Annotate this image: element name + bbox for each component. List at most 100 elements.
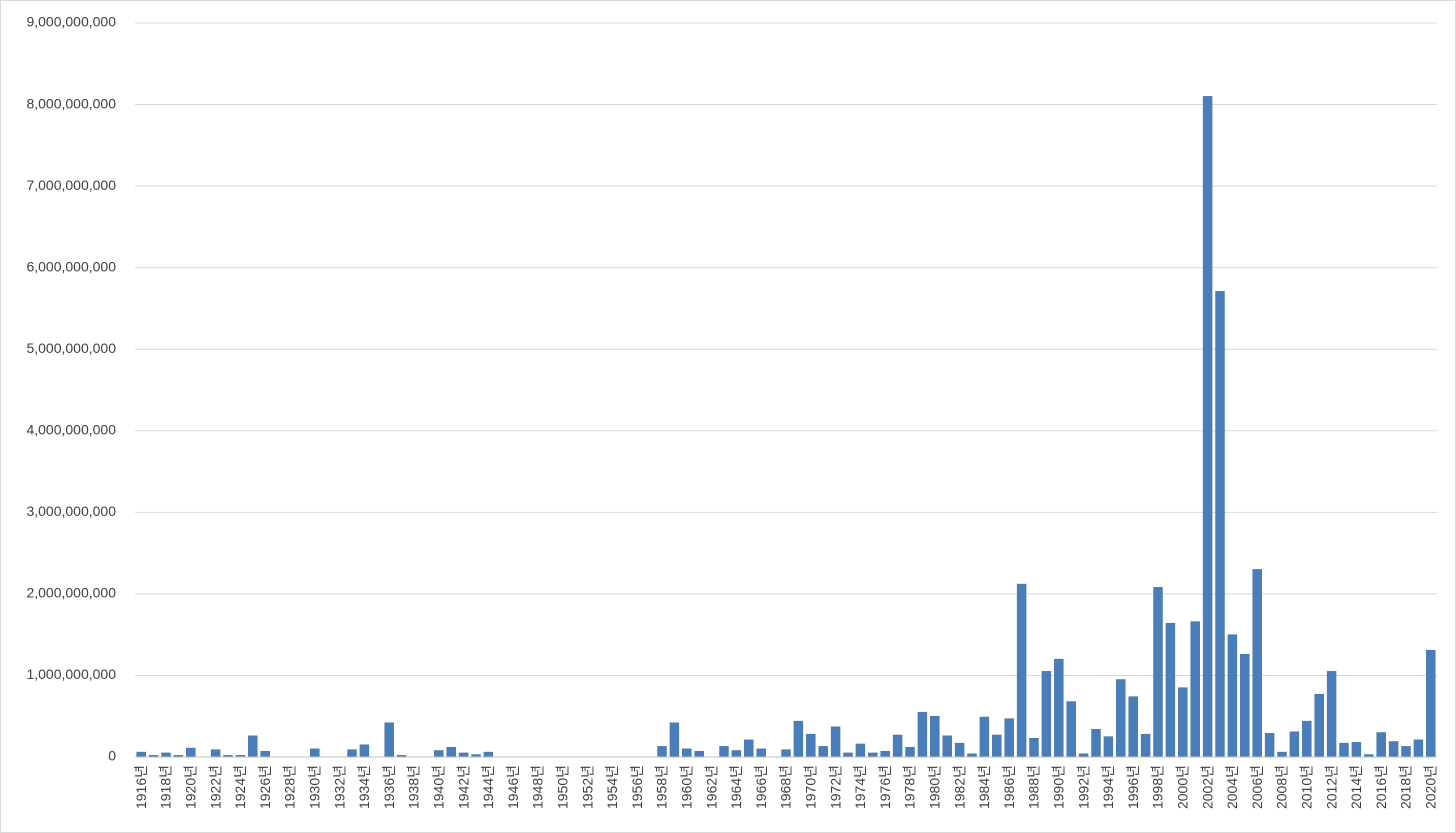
bar	[1401, 746, 1411, 758]
x-tick-label: 2006년	[1249, 765, 1265, 809]
bar	[1314, 693, 1324, 758]
bar	[1178, 687, 1188, 758]
x-tick-label: 1972년	[827, 765, 843, 809]
bar	[136, 751, 146, 758]
bar	[1215, 291, 1225, 758]
y-tick-label: 4,000,000,000	[26, 421, 116, 437]
x-tick-label: 1982년	[951, 765, 967, 809]
x-tick-label: 1922년	[207, 765, 223, 809]
x-tick-label: 2014년	[1348, 765, 1364, 809]
bar	[719, 746, 729, 758]
x-tick-label: 2004년	[1224, 765, 1240, 809]
bar	[458, 752, 469, 758]
bar	[1029, 737, 1039, 758]
y-tick-label: 0	[108, 748, 116, 764]
x-tick-label: 1960년	[679, 765, 695, 809]
y-tick-label: 5,000,000,000	[26, 340, 116, 356]
bar	[1016, 583, 1027, 758]
bar	[880, 751, 890, 758]
y-tick-label: 2,000,000,000	[26, 585, 116, 601]
bar	[979, 716, 990, 758]
x-tick-label: 1918년	[158, 765, 174, 809]
bar	[210, 749, 221, 758]
bar	[793, 720, 804, 758]
x-tick-label: 1916년	[133, 765, 149, 809]
x-tick-label: 1948년	[530, 765, 546, 809]
x-tick-label: 1956년	[629, 765, 645, 809]
x-tick-label: 1992년	[1075, 765, 1091, 809]
bar	[359, 744, 370, 758]
bar	[855, 743, 866, 758]
bar	[483, 751, 494, 758]
x-tick-label: 2010년	[1299, 765, 1315, 809]
bar	[1103, 736, 1114, 758]
x-tick-label: 1936년	[381, 765, 397, 809]
bar	[694, 751, 704, 758]
bar	[843, 752, 853, 758]
bar	[1066, 701, 1076, 758]
bar	[1140, 733, 1151, 758]
bar	[917, 711, 928, 758]
bar	[161, 752, 171, 758]
x-tick-label: 1930년	[307, 765, 323, 809]
bar	[1376, 732, 1386, 758]
bar	[806, 733, 816, 758]
x-tick-label: 1932년	[331, 765, 347, 809]
bar	[1426, 649, 1436, 758]
bar	[731, 750, 742, 758]
bar	[1413, 739, 1424, 758]
bar	[942, 735, 952, 758]
bar	[1351, 742, 1362, 758]
x-tick-label: 1990년	[1051, 765, 1067, 809]
x-tick-label: 1944년	[480, 765, 496, 809]
y-tick-label: 7,000,000,000	[26, 177, 116, 193]
x-tick-label: 1994년	[1100, 765, 1116, 809]
x-tick-label: 2008년	[1274, 765, 1290, 809]
bar	[1388, 741, 1399, 758]
bar	[1326, 671, 1337, 758]
bar	[1128, 696, 1138, 758]
y-tick-label: 9,000,000,000	[26, 14, 116, 30]
x-tick-label: 2002년	[1199, 765, 1215, 809]
x-tick-label: 1950년	[555, 765, 571, 809]
bar	[1054, 658, 1064, 758]
x-tick-label: 1980년	[927, 765, 943, 809]
bar	[186, 747, 196, 758]
bar	[868, 752, 878, 758]
x-tick-label: 1996년	[1125, 765, 1141, 809]
x-tick-label: 1952년	[579, 765, 595, 809]
x-tick-label: 1986년	[1001, 765, 1017, 809]
bar	[1227, 634, 1238, 758]
bar	[781, 749, 791, 758]
bar	[830, 726, 841, 758]
x-tick-label: 1920년	[183, 765, 199, 809]
x-tick-label: 1924년	[232, 765, 248, 809]
bar	[347, 749, 357, 758]
x-tick-label: 1976년	[877, 765, 893, 809]
bar	[1004, 718, 1014, 758]
bar	[930, 715, 940, 758]
x-tick-label: 1928년	[282, 765, 298, 809]
bar	[682, 748, 692, 758]
x-tick-label: 1974년	[852, 765, 868, 809]
x-tick-label: 1964년	[728, 765, 744, 809]
bar	[1153, 587, 1163, 758]
bar	[1252, 569, 1262, 758]
y-tick-label: 8,000,000,000	[26, 95, 116, 111]
bar	[1302, 720, 1312, 758]
bar	[1041, 671, 1052, 758]
x-tick-label: 1934년	[356, 765, 372, 809]
y-tick-label: 3,000,000,000	[26, 503, 116, 519]
x-tick-label: 2020년	[1423, 765, 1439, 809]
x-tick-label: 1942년	[455, 765, 471, 809]
x-tick-label: 2016년	[1373, 765, 1389, 809]
x-tick-label: 1958년	[654, 765, 670, 809]
bar	[446, 746, 456, 758]
bar	[756, 748, 766, 758]
x-tick-label: 1946년	[505, 765, 521, 809]
bar	[1289, 731, 1300, 758]
bar	[1264, 733, 1275, 758]
